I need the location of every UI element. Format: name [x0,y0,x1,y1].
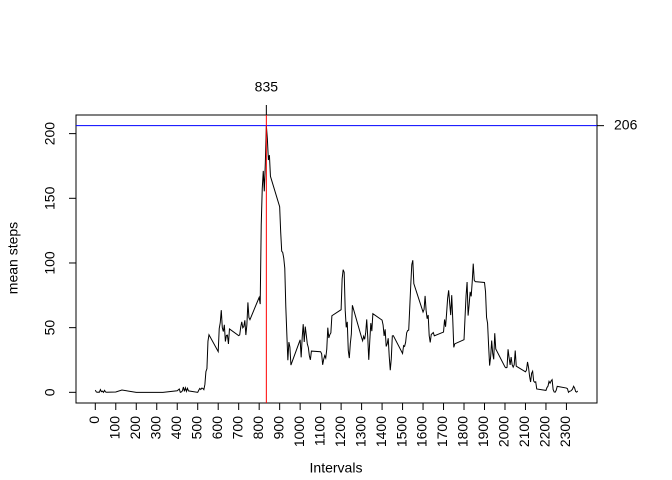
x-tick-label: 100 [106,416,122,440]
x-tick-label: 600 [209,416,225,440]
x-tick-label: 700 [229,416,245,440]
x-tick-label: 1400 [373,416,389,447]
x-tick-label: 2100 [516,416,532,447]
x-tick-label: 500 [188,416,204,440]
y-tick-label: 100 [42,251,58,275]
x-tick-label: 1000 [291,416,307,447]
y-axis-title: mean steps [5,222,21,294]
x-tick-label: 1300 [352,416,368,447]
plot-frame [75,114,598,404]
y-tick-label: 0 [42,388,58,396]
y-tick-label: 150 [42,186,58,210]
y-tick-label: 200 [42,122,58,146]
x-tick-label: 800 [250,416,266,440]
x-axis-title: Intervals [310,460,363,476]
x-tick-label: 900 [270,416,286,440]
x-tick-label: 1900 [475,416,491,447]
vline-label: 835 [255,79,279,95]
x-tick-label: 1100 [311,416,327,446]
x-tick-label: 1700 [434,416,450,447]
x-tick-label: 2000 [496,416,512,447]
x-tick-label: 200 [127,416,143,440]
x-tick-label: 2200 [537,416,553,447]
x-tick-label: 1600 [414,416,430,447]
y-tick-label: 50 [42,320,58,336]
x-tick-label: 1200 [332,416,348,447]
x-tick-label: 1800 [455,416,471,447]
x-tick-label: 1500 [393,416,409,447]
data-line [94,125,579,394]
x-tick-label: 0 [86,416,102,424]
hline-label: 206 [614,116,638,132]
x-tick-label: 2300 [557,416,573,447]
x-tick-label: 300 [147,416,163,440]
x-tick-label: 400 [168,416,184,440]
